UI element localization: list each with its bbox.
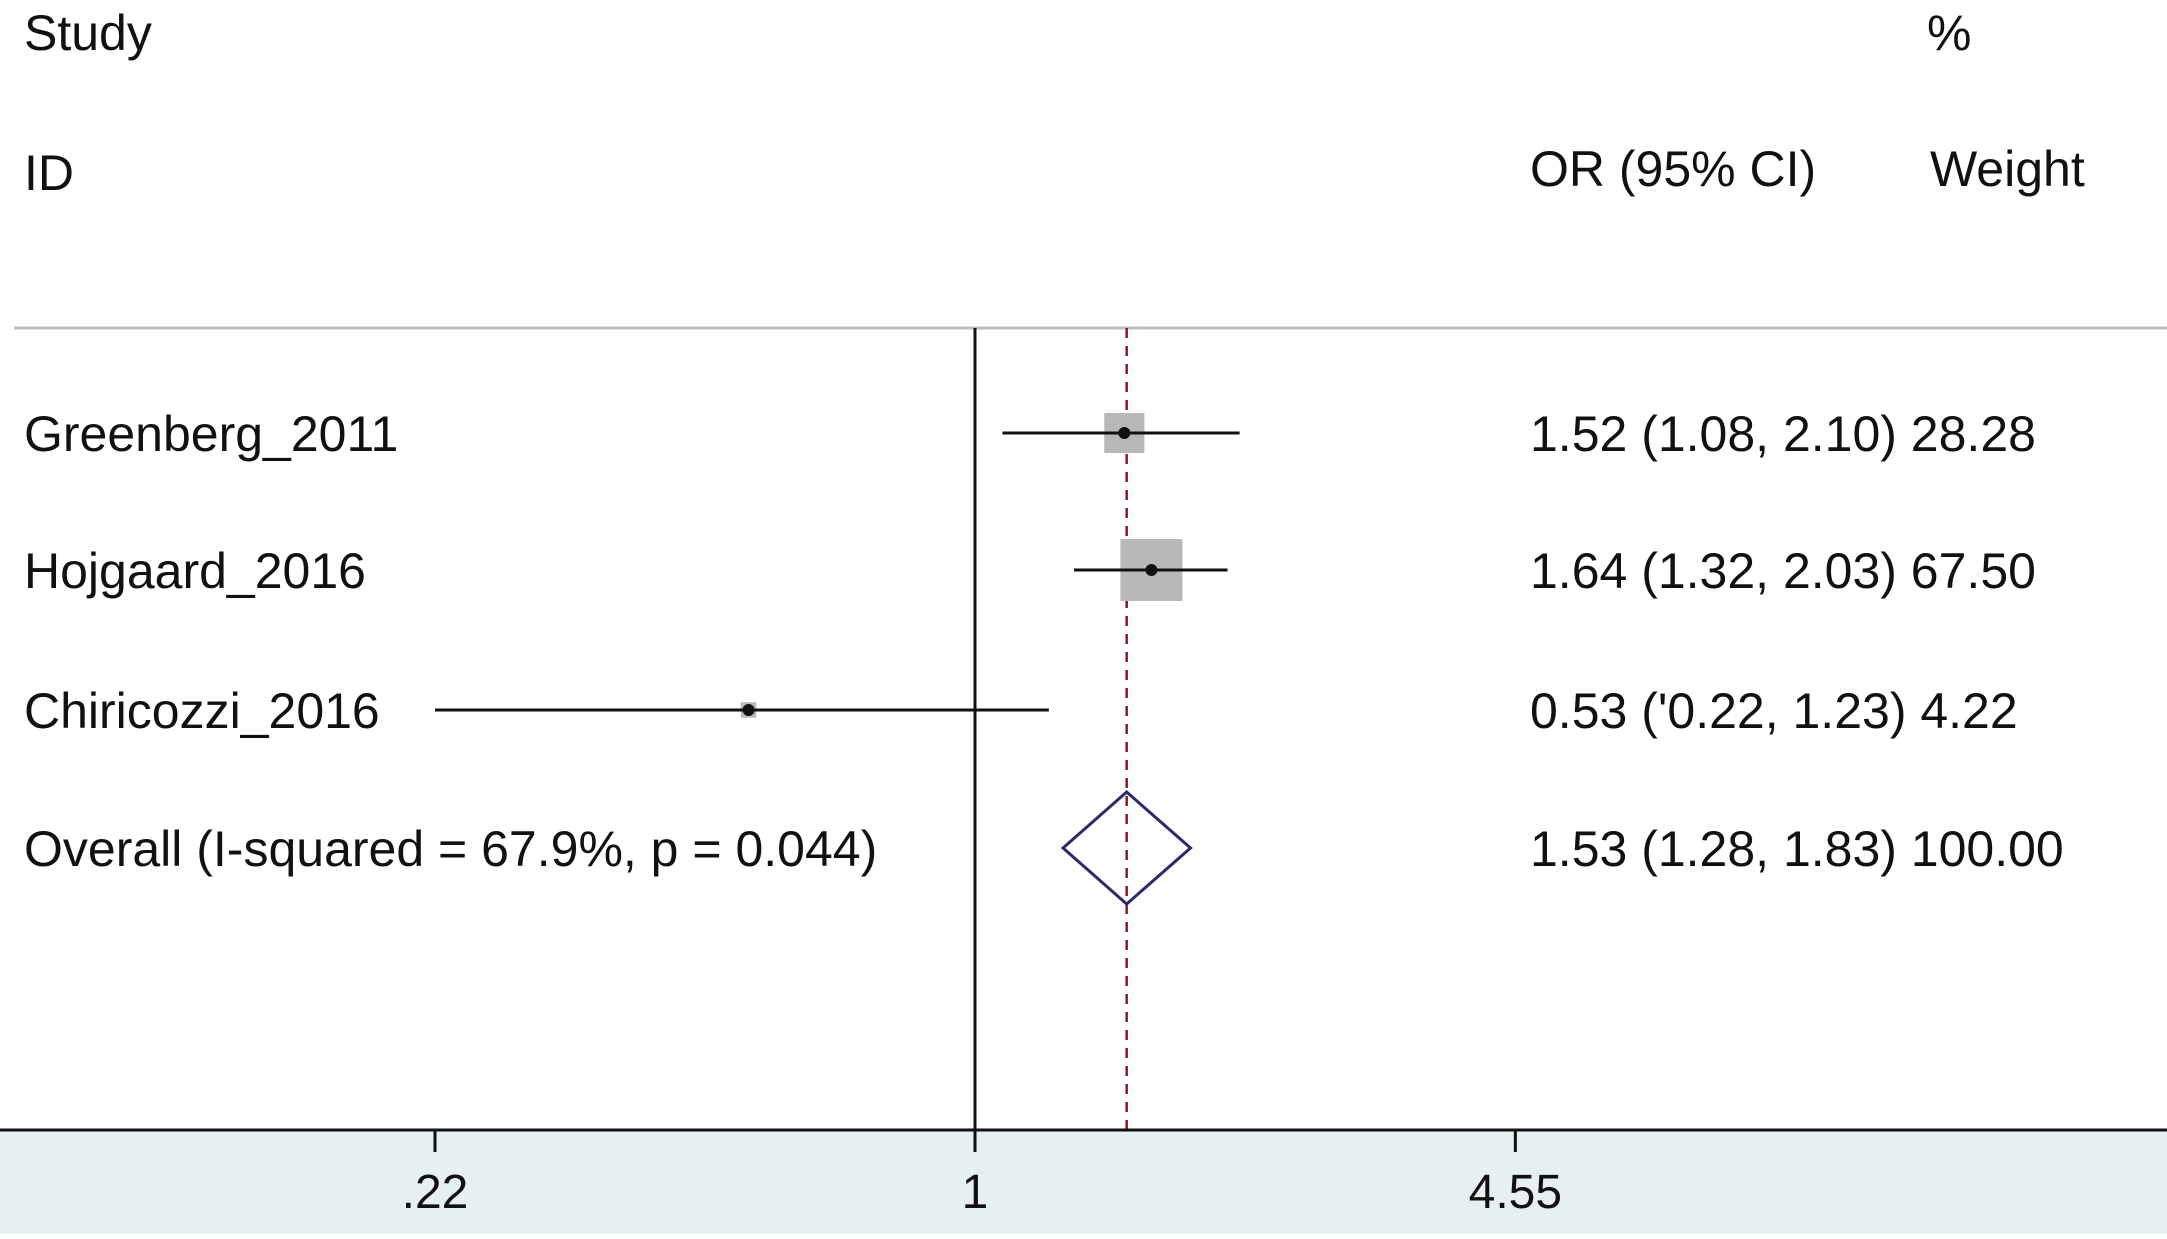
- x-tick-label: 4.55: [1469, 1166, 1562, 1219]
- x-tick-label: 1: [962, 1166, 989, 1219]
- header-or-ci: OR (95% CI): [1530, 141, 1816, 197]
- study-point: [1118, 427, 1131, 439]
- header-percent: %: [1927, 5, 1971, 61]
- header-weight: Weight: [1930, 141, 2085, 197]
- header-study: Study: [24, 5, 152, 61]
- study-label: Greenberg_2011: [24, 406, 398, 462]
- study-point: [1145, 564, 1158, 576]
- overall-estimate-text: 1.53 (1.28, 1.83) 100.00: [1530, 821, 2064, 877]
- study-label: Hojgaard_2016: [24, 543, 366, 599]
- overall-label: Overall (I-squared = 67.9%, p = 0.044): [24, 821, 877, 877]
- overall-diamond: [1060, 790, 1193, 906]
- study-estimate-text: 1.64 (1.32, 2.03) 67.50: [1530, 543, 2036, 599]
- study-estimate-text: 1.52 (1.08, 2.10) 28.28: [1530, 406, 2036, 462]
- study-estimate-text: 0.53 ('0.22, 1.23) 4.22: [1530, 683, 2018, 739]
- x-tick-label: .22: [402, 1166, 469, 1219]
- plot-marks: Greenberg_2011 1.52 (1.08, 2.10) 28.28 Hoj…: [0, 328, 2167, 1219]
- study-point: [742, 704, 755, 716]
- study-label: Chiricozzi_2016: [24, 683, 380, 739]
- bottom-band: [0, 1130, 2167, 1234]
- header-id: ID: [24, 145, 74, 201]
